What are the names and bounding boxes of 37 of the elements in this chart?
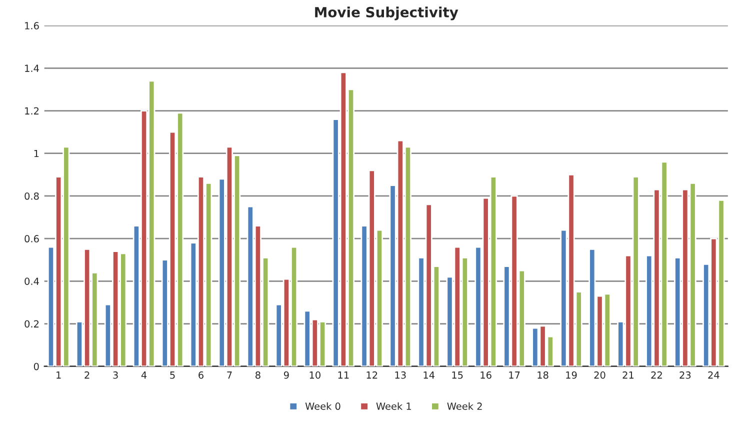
legend-label: Week 0 [305, 402, 340, 410]
x-tick-label: 9 [284, 371, 289, 379]
y-tick-label: 1.2 [25, 107, 39, 114]
y-tick-label: 0 [34, 362, 39, 370]
x-tick-label: 18 [538, 371, 548, 379]
x-tick-label: 8 [256, 371, 260, 379]
x-tick-label: 15 [452, 372, 463, 379]
x-tick-label: 11 [338, 372, 349, 379]
chart-title: Movie Subjectivity [315, 6, 458, 20]
y-tick-label: 1 [34, 150, 39, 158]
x-tick-label: 6 [198, 371, 204, 379]
x-tick-label: 14 [424, 372, 434, 379]
y-tick-label: 0.6 [24, 235, 39, 242]
x-tick-label: 22 [651, 371, 662, 379]
x-tick-label: 17 [509, 372, 520, 379]
x-tick-label: 2 [84, 371, 90, 379]
y-tick-label: 1.4 [25, 64, 39, 72]
y-tick-label: 0.4 [24, 278, 39, 285]
x-tick-label: 7 [227, 372, 232, 379]
x-tick-label: 12 [366, 371, 378, 379]
x-tick-label: 24 [708, 371, 720, 379]
x-tick-label: 10 [310, 371, 320, 379]
x-tick-label: 13 [395, 371, 406, 379]
x-tick-label: 20 [594, 371, 606, 379]
x-tick-label: 3 [113, 371, 118, 379]
x-tick-label: 21 [622, 371, 634, 379]
legend-label: Week 1 [376, 402, 411, 410]
x-tick-label: 16 [480, 371, 492, 379]
x-tick-label: 1 [56, 372, 61, 379]
y-tick-label: 0.8 [24, 192, 39, 200]
x-tick-label: 19 [566, 371, 577, 379]
legend-label: Week 2 [447, 402, 482, 410]
y-tick-label: 1.6 [25, 22, 39, 30]
x-tick-label: 5 [170, 372, 175, 379]
x-tick-label: 23 [680, 371, 691, 379]
y-tick-label: 0.2 [24, 320, 39, 328]
x-tick-label: 4 [141, 372, 147, 379]
